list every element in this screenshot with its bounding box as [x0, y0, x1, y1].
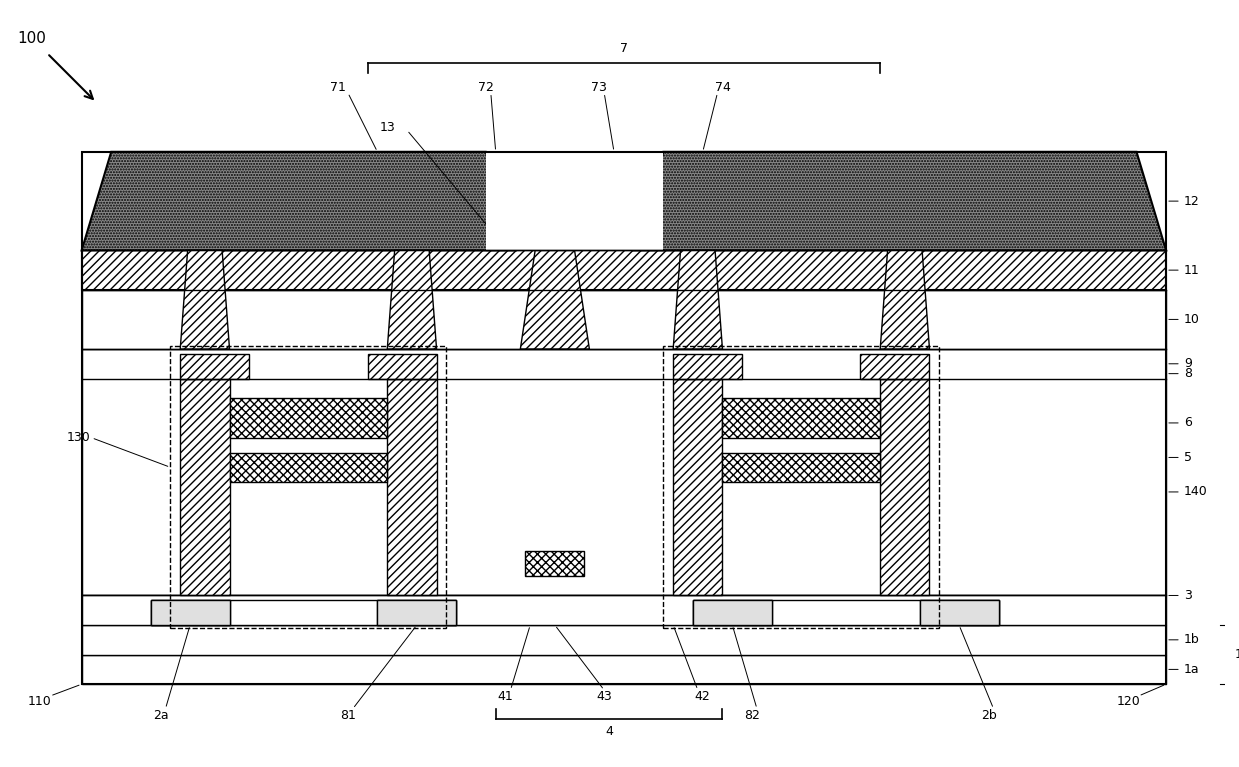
Text: 1b: 1b: [1183, 634, 1199, 647]
Bar: [229, 453, 388, 482]
Bar: [82, 290, 1166, 349]
Bar: [860, 354, 929, 379]
Text: 41: 41: [498, 690, 513, 703]
Text: 3: 3: [1183, 589, 1192, 602]
Bar: [151, 601, 456, 625]
Text: 13: 13: [379, 120, 395, 133]
Bar: [180, 379, 229, 595]
Text: 12: 12: [1183, 195, 1199, 208]
Text: 6: 6: [1183, 416, 1192, 430]
Bar: [171, 346, 446, 628]
Bar: [919, 601, 999, 625]
Bar: [151, 601, 229, 625]
Text: 2a: 2a: [152, 709, 169, 723]
Bar: [82, 152, 1166, 684]
Bar: [368, 354, 436, 379]
Text: 5: 5: [1183, 451, 1192, 464]
Text: 74: 74: [715, 81, 731, 94]
Bar: [722, 398, 880, 438]
Polygon shape: [673, 250, 722, 349]
Bar: [82, 625, 1166, 654]
Text: 10: 10: [1183, 313, 1199, 326]
Text: 42: 42: [695, 690, 711, 703]
Bar: [525, 551, 585, 576]
Polygon shape: [880, 250, 929, 349]
Text: 71: 71: [330, 81, 346, 94]
Bar: [229, 398, 388, 438]
Bar: [82, 349, 1166, 595]
Text: 1: 1: [1235, 648, 1239, 661]
Bar: [378, 601, 456, 625]
Text: 120: 120: [1116, 696, 1141, 709]
Text: 7: 7: [620, 42, 628, 54]
Text: 81: 81: [339, 709, 356, 723]
Bar: [82, 250, 1166, 290]
Text: 130: 130: [67, 431, 90, 444]
Bar: [82, 654, 1166, 684]
Bar: [82, 595, 1166, 625]
Text: 110: 110: [27, 696, 51, 709]
Text: 4: 4: [605, 725, 613, 738]
Bar: [693, 601, 999, 625]
Polygon shape: [520, 250, 590, 349]
Text: 140: 140: [1183, 486, 1208, 499]
Bar: [663, 346, 939, 628]
Polygon shape: [633, 152, 1166, 250]
Text: 11: 11: [1183, 264, 1199, 277]
Text: 9: 9: [1183, 357, 1192, 370]
Bar: [693, 601, 772, 625]
Text: 73: 73: [591, 81, 607, 94]
Text: 72: 72: [478, 81, 494, 94]
Text: 8: 8: [1183, 367, 1192, 380]
Polygon shape: [180, 250, 229, 349]
Bar: [673, 379, 722, 595]
Bar: [378, 601, 456, 625]
Bar: [151, 601, 229, 625]
Text: 1a: 1a: [1183, 663, 1199, 676]
Bar: [693, 601, 772, 625]
Text: 2b: 2b: [981, 709, 996, 723]
Bar: [673, 354, 742, 379]
Polygon shape: [388, 250, 436, 349]
Bar: [388, 379, 436, 595]
Bar: [722, 453, 880, 482]
Bar: [486, 152, 663, 250]
Text: 82: 82: [745, 709, 760, 723]
Bar: [919, 601, 999, 625]
Polygon shape: [82, 152, 515, 250]
Text: 43: 43: [596, 690, 612, 703]
Text: 100: 100: [17, 31, 46, 46]
Bar: [880, 379, 929, 595]
Bar: [180, 354, 249, 379]
